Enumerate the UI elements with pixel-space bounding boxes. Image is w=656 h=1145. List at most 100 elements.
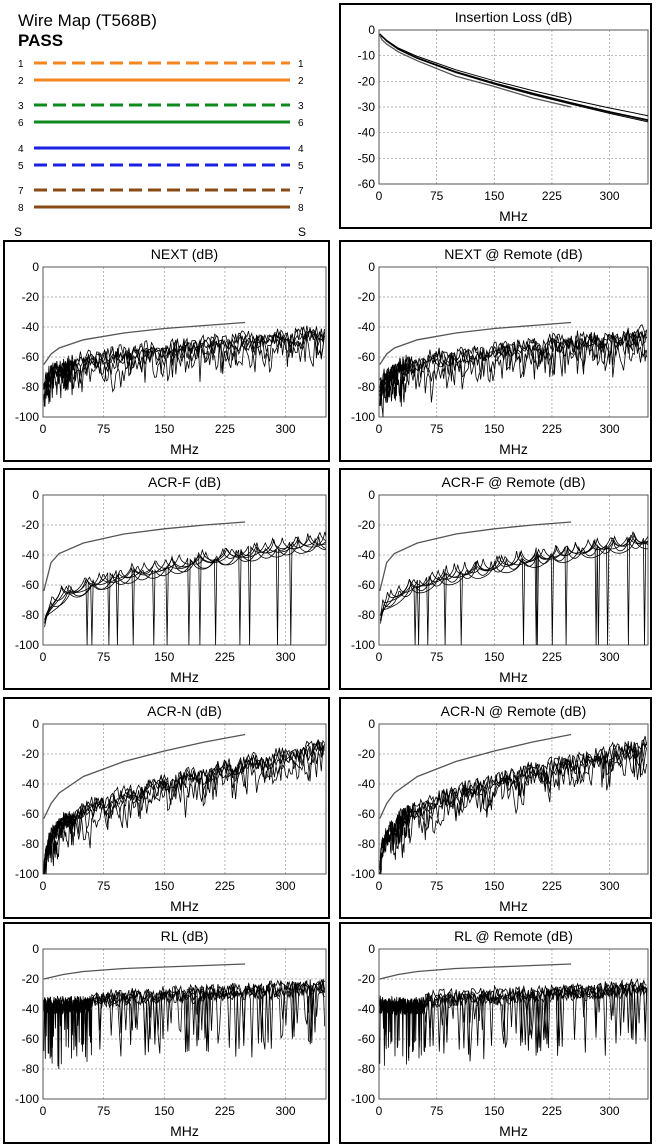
y-tick-label: -20 (358, 74, 376, 88)
x-axis-label: MHz (499, 1123, 528, 1139)
chart-grid (379, 30, 648, 184)
series-line-5 (379, 740, 647, 863)
chart-grid (43, 495, 326, 645)
x-tick-label: 150 (154, 422, 174, 436)
series-line-6 (43, 745, 325, 872)
x-tick-label: 150 (484, 879, 504, 893)
x-tick-label: 75 (97, 879, 111, 893)
x-tick-label: 225 (542, 1104, 562, 1118)
x-tick-label: 75 (97, 1104, 111, 1118)
y-tick-label: -80 (358, 837, 376, 851)
x-tick-label: 150 (484, 650, 504, 664)
pin-label-right: 6 (298, 118, 304, 129)
y-tick-label: -60 (22, 578, 40, 592)
x-tick-label: 150 (154, 650, 174, 664)
x-axis-label: MHz (499, 898, 528, 914)
y-tick-label: -40 (358, 126, 376, 140)
x-tick-label: 150 (484, 1104, 504, 1118)
limit-line (379, 34, 572, 108)
y-tick-label: -100 (15, 410, 39, 424)
series-group (379, 963, 648, 1066)
series-line-5 (44, 537, 326, 645)
y-tick-label: -20 (22, 290, 40, 304)
shield-label-left: S (14, 225, 22, 239)
chart-title: ACR-N @ Remote (dB) (441, 703, 587, 719)
pin-label-left: 8 (18, 203, 24, 214)
pin-label-left: 6 (18, 118, 24, 129)
series-line-4 (44, 531, 326, 645)
x-tick-label: 75 (97, 422, 111, 436)
pin-label-left: 4 (18, 144, 24, 155)
limit-line (43, 521, 246, 592)
series-line-3 (379, 735, 647, 866)
series-group (379, 521, 648, 645)
y-tick-label: -40 (22, 1002, 40, 1016)
x-tick-label: 225 (542, 650, 562, 664)
y-tick-label: 0 (368, 717, 375, 731)
x-axis-label: MHz (170, 898, 199, 914)
pin-label-right: 7 (298, 186, 304, 197)
series-group (379, 733, 647, 874)
y-tick-label: -60 (22, 807, 40, 821)
limit-line (379, 521, 572, 592)
y-tick-label: 0 (32, 717, 39, 731)
y-tick-label: -40 (22, 320, 40, 334)
plot-area (378, 29, 649, 185)
x-tick-label: 225 (542, 879, 562, 893)
x-tick-label: 0 (376, 1104, 383, 1118)
y-tick-label: -60 (358, 177, 376, 191)
y-tick-label: -60 (358, 578, 376, 592)
y-tick-label: -20 (358, 972, 376, 986)
limit-line (379, 321, 572, 365)
x-tick-label: 300 (600, 189, 620, 203)
y-tick-label: -80 (22, 837, 40, 851)
series-line-5 (43, 738, 325, 874)
series-line-5 (380, 537, 648, 645)
x-tick-label: 150 (484, 189, 504, 203)
x-tick-label: 0 (40, 879, 47, 893)
series-line-2 (380, 535, 648, 645)
y-tick-label: -60 (358, 1032, 376, 1046)
y-tick-label: -100 (15, 1092, 39, 1106)
pin-label-left: 1 (18, 59, 24, 70)
chart-grid (379, 267, 648, 417)
pin-label-left: 7 (18, 186, 24, 197)
pin-label-left: 5 (18, 161, 24, 172)
plot-area (42, 948, 327, 1100)
y-tick-label: -20 (358, 290, 376, 304)
series-line-4 (379, 33, 648, 122)
y-tick-label: 0 (32, 488, 39, 502)
series-line-4 (380, 538, 648, 645)
x-tick-label: 300 (276, 422, 296, 436)
y-tick-label: -20 (22, 518, 40, 532)
chart-title: RL @ Remote (dB) (454, 928, 573, 944)
plot-area (378, 948, 649, 1100)
x-tick-label: 75 (430, 650, 444, 664)
y-tick-label: -10 (358, 49, 376, 63)
x-tick-label: 300 (600, 1104, 620, 1118)
wire-map-status: PASS (18, 31, 63, 50)
y-tick-label: -100 (15, 867, 39, 881)
x-tick-label: 225 (542, 422, 562, 436)
series-line-6 (43, 326, 325, 391)
x-tick-label: 300 (600, 422, 620, 436)
x-axis-label: MHz (170, 669, 199, 685)
x-tick-label: 300 (276, 1104, 296, 1118)
x-tick-label: 0 (40, 422, 47, 436)
series-line-4 (43, 328, 325, 399)
plot-area (378, 494, 649, 646)
chart-title: NEXT (dB) (151, 246, 218, 262)
pin-label-left: 3 (18, 101, 24, 112)
chart-title: ACR-F (dB) (148, 474, 221, 490)
series-group (43, 963, 326, 1070)
y-tick-label: -80 (358, 1062, 376, 1076)
y-tick-label: 0 (368, 23, 375, 37)
